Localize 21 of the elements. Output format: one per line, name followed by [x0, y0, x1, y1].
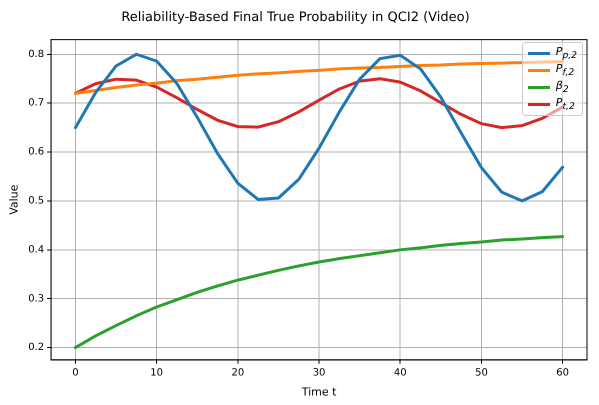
x-tick-label: 30 — [312, 367, 326, 378]
y-axis-title: Value — [7, 184, 20, 215]
y-tick-label: 0.7 — [28, 98, 44, 109]
chart-title: Reliability-Based Final True Probability in QCI2 (Video) — [121, 10, 470, 26]
y-tick-label: 0.8 — [28, 48, 44, 60]
y-tick-label: 0.2 — [28, 342, 44, 354]
x-tick-label: 60 — [556, 367, 570, 378]
x-tick-label: 10 — [150, 367, 164, 378]
legend-label: P$_{t,2}$ — [556, 96, 575, 113]
x-tick-label: 50 — [475, 367, 488, 378]
x-tick-label: 20 — [231, 367, 244, 378]
legend-label: β$_{2}$ — [556, 79, 569, 96]
legend-label: P$_{p,2}$ — [556, 45, 577, 62]
x-tick-label: 0 — [72, 367, 79, 378]
y-tick-label: 0.3 — [28, 293, 44, 304]
y-tick-label: 0.6 — [28, 146, 44, 158]
y-tick-label: 0.4 — [28, 244, 44, 256]
x-tick-label: 40 — [394, 367, 407, 378]
y-tick-label: 0.5 — [28, 196, 44, 207]
legend-label: P$_{f,2}$ — [556, 62, 574, 79]
x-axis-title: Time t — [300, 385, 338, 398]
